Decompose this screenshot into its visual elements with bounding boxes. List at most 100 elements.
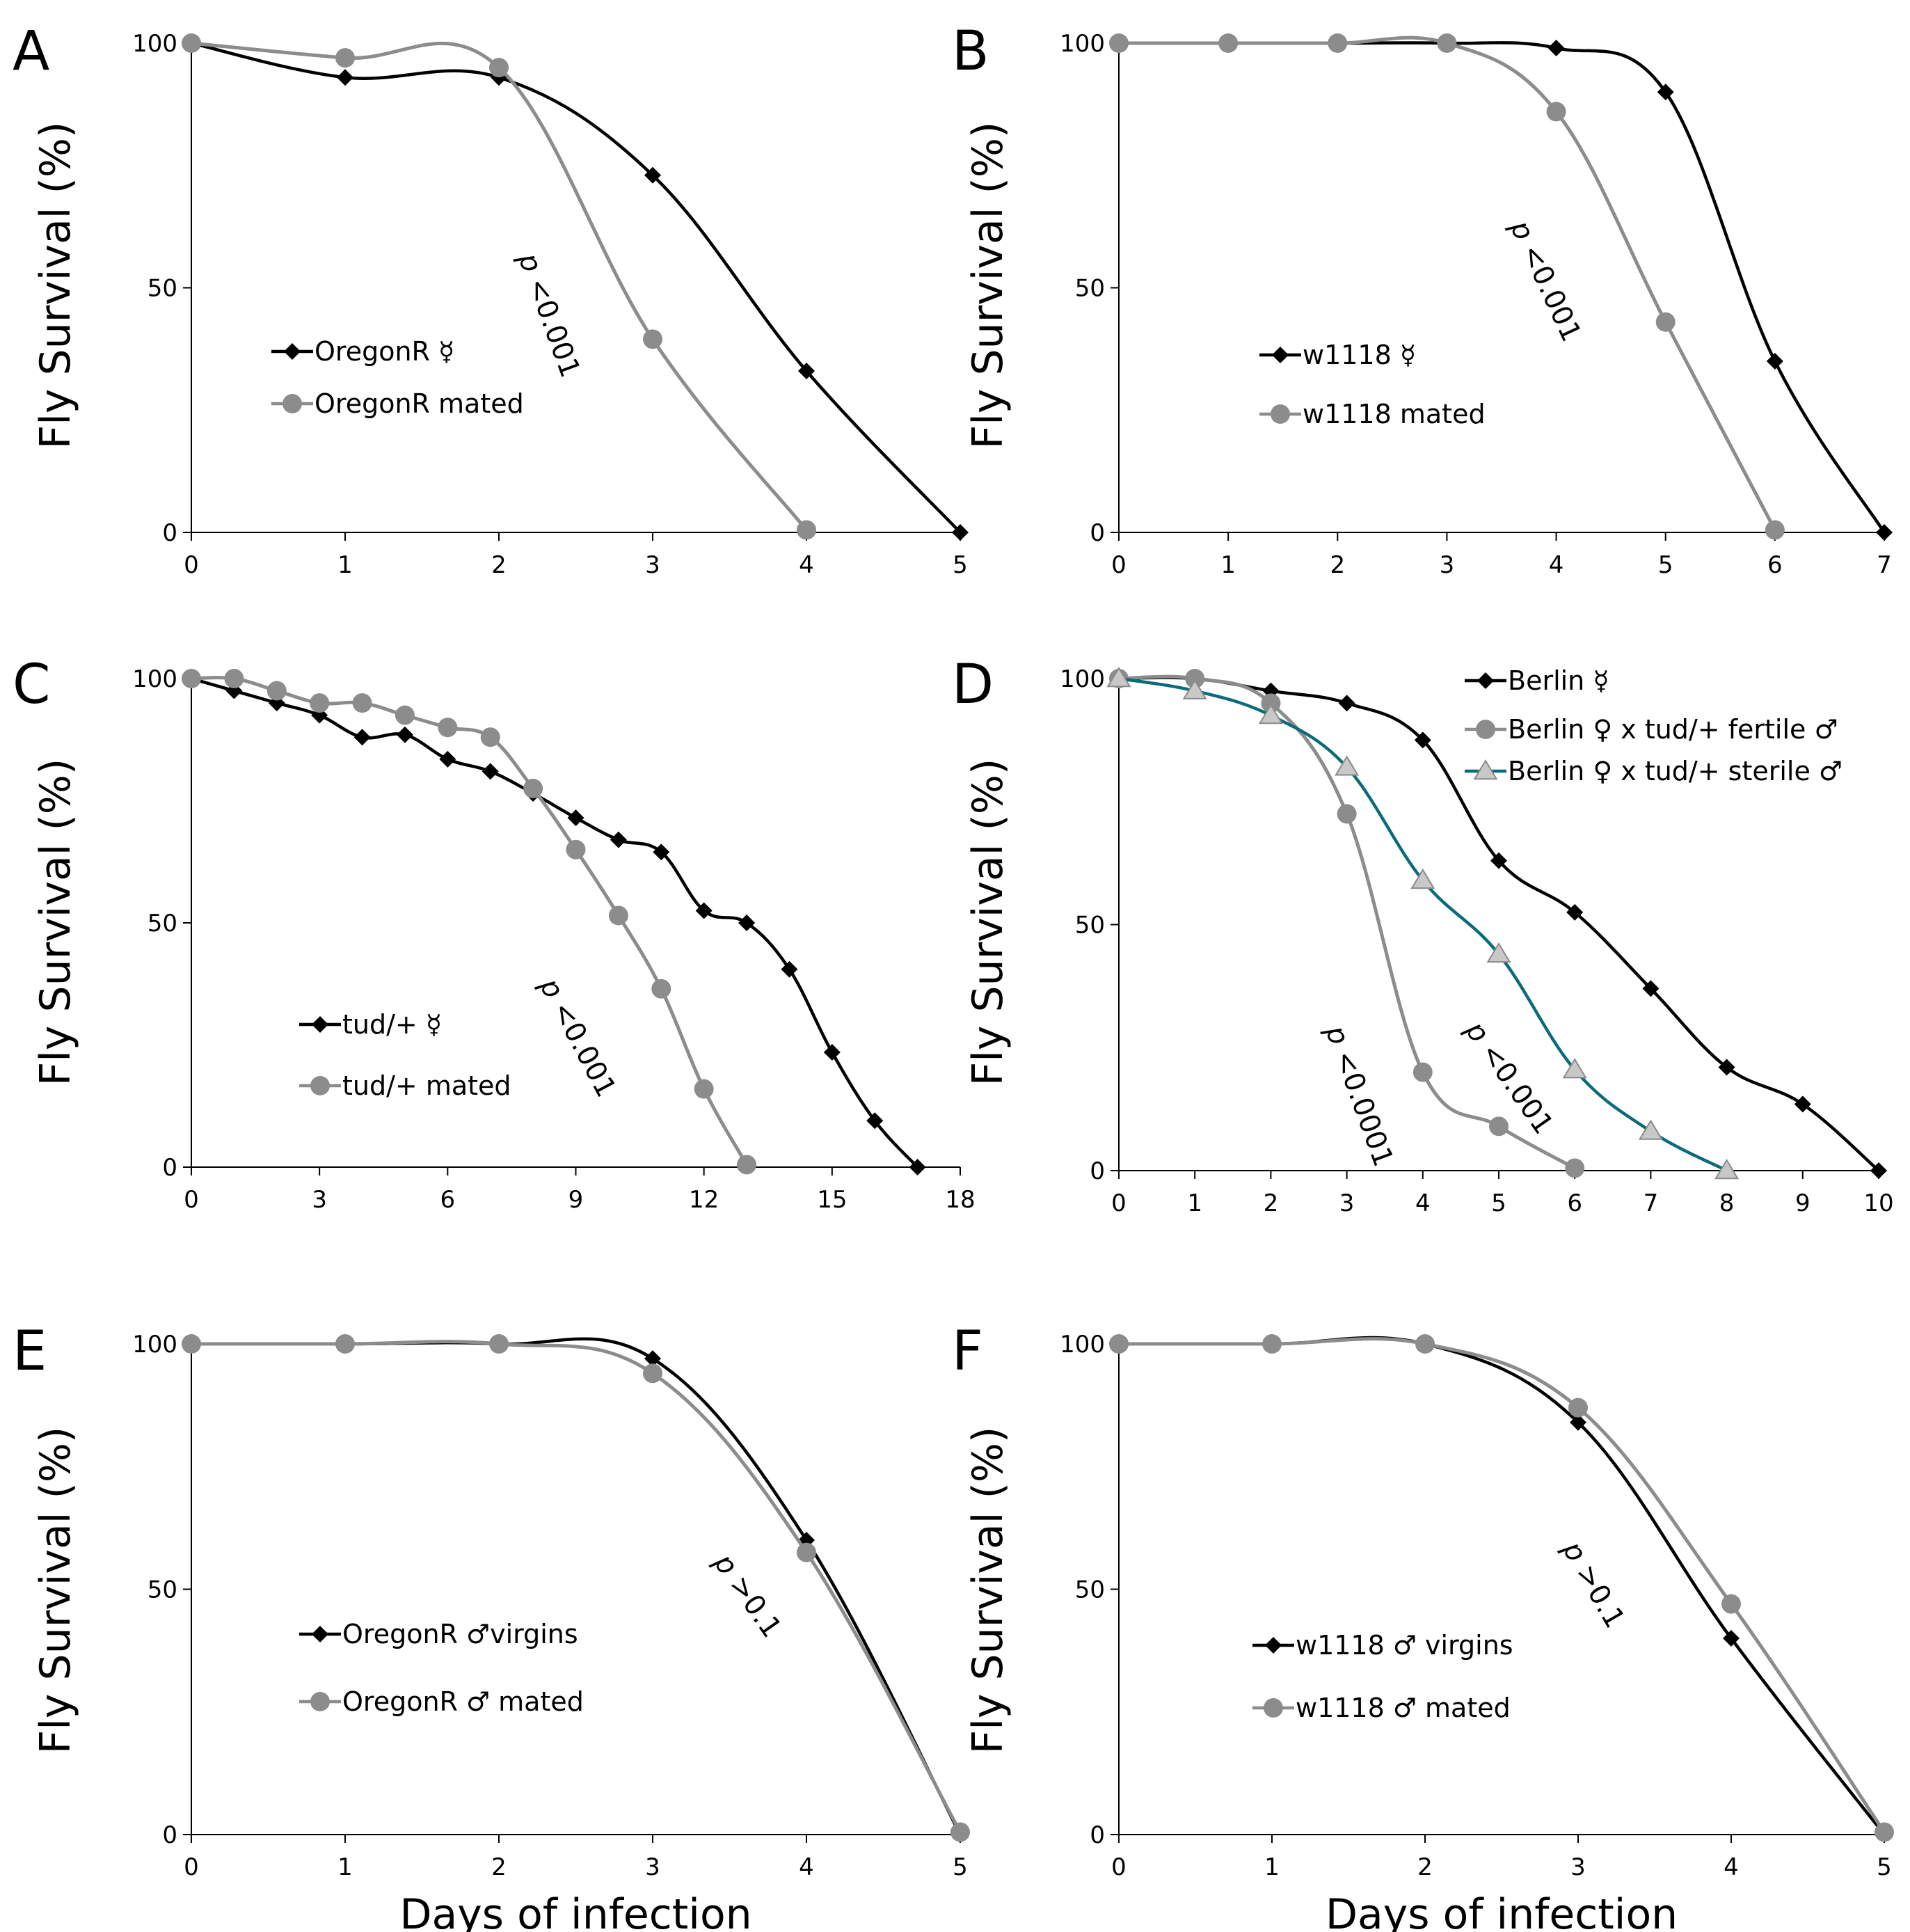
y-axis-label: Fly Survival (%) — [964, 759, 1012, 1086]
x-axis-label: Days of infection — [1326, 1890, 1678, 1932]
data-point — [480, 727, 500, 747]
legend-marker — [1264, 1698, 1283, 1718]
legend-label: w1118 ☿ — [1303, 340, 1416, 370]
data-point — [1490, 852, 1507, 869]
x-tick-label: 0 — [1111, 551, 1127, 579]
p-threshold: >0.1 — [1565, 1551, 1631, 1633]
data-point — [1570, 1414, 1586, 1431]
x-tick-label: 9 — [1795, 1189, 1810, 1217]
p-threshold: <0.0001 — [1325, 1038, 1399, 1171]
data-point — [335, 1334, 355, 1354]
legend-label: OregonR ♂ mated — [342, 1686, 584, 1717]
data-point — [1638, 1119, 1663, 1140]
p-threshold: >0.1 — [717, 1562, 788, 1643]
x-tick-label: 18 — [945, 1186, 975, 1214]
data-point — [337, 69, 353, 86]
data-point — [1875, 1822, 1894, 1842]
x-tick-label: 0 — [1111, 1853, 1127, 1881]
data-point — [353, 729, 371, 746]
y-tick-label: 0 — [1090, 1821, 1105, 1849]
data-point — [823, 1044, 841, 1061]
data-point — [489, 1334, 509, 1354]
data-point — [695, 902, 713, 919]
data-point — [489, 58, 509, 78]
x-tick-label: 2 — [491, 551, 507, 579]
data-point — [523, 778, 543, 798]
data-point — [1714, 1159, 1740, 1180]
x-tick-label: 3 — [1440, 551, 1455, 579]
x-tick-label: 0 — [184, 551, 199, 579]
data-point — [482, 763, 499, 780]
data-point — [610, 831, 627, 848]
data-point — [1109, 33, 1129, 53]
legend-label: Berlin ♀ x tud/+ fertile ♂ — [1508, 714, 1838, 745]
data-point — [798, 363, 815, 380]
data-point — [224, 669, 244, 688]
legend-entry: w1118 ☿ — [1259, 340, 1416, 370]
legend-marker — [1271, 404, 1290, 424]
series-1 — [182, 669, 757, 1175]
x-tick-label: 3 — [1570, 1853, 1586, 1881]
series-line — [191, 41, 808, 532]
legend-marker — [282, 394, 302, 413]
data-point — [1718, 1059, 1735, 1076]
data-point — [608, 905, 628, 926]
x-tick-label: 5 — [1877, 1853, 1892, 1881]
panel-d: D 0 50 100 0 1 2 3 4 5 6 7 8 9 10 Fly Survival (%) Berli… — [952, 654, 1894, 1217]
y-tick-label: 50 — [1075, 1576, 1105, 1604]
x-tick-label: 3 — [312, 1186, 327, 1214]
data-point — [1337, 804, 1357, 824]
x-tick-label: 4 — [1549, 551, 1564, 579]
series-line — [1119, 1336, 1886, 1836]
panel-e: E 0 50 100 0 1 2 3 4 5 Fly Survival (%) Days of inf… — [13, 1320, 970, 1932]
data-point — [1109, 1334, 1129, 1354]
data-point — [1794, 1095, 1811, 1113]
series-line — [1118, 676, 1880, 1172]
x-axis-label: Days of infection — [399, 1890, 751, 1932]
series-2 — [1106, 667, 1740, 1180]
y-tick-label: 0 — [162, 519, 177, 547]
p-value-annotation: p >0.1 — [1556, 1535, 1631, 1633]
legend-entry: tud/+ ☿ — [299, 1009, 442, 1040]
x-tick-label: 7 — [1644, 1189, 1659, 1217]
y-tick-label: 50 — [1075, 912, 1105, 940]
series-line — [191, 676, 749, 1166]
panel-letter: D — [952, 654, 994, 716]
data-point — [1566, 903, 1584, 921]
y-tick-label: 0 — [162, 1821, 177, 1849]
y-tick-label: 100 — [1060, 1331, 1105, 1359]
panel-b: B 0 50 100 0 1 2 3 4 5 6 7 Fly Survival (%) w1118 ☿ w1… — [952, 20, 1893, 579]
legend-marker — [312, 1016, 328, 1033]
data-point — [1106, 667, 1131, 688]
data-point — [1412, 1062, 1433, 1082]
y-axis-label: Fly Survival (%) — [31, 759, 80, 1086]
p-threshold: <0.001 — [1511, 232, 1588, 347]
x-tick-label: 8 — [1719, 1189, 1735, 1217]
data-point — [1547, 40, 1565, 57]
x-tick-label: 0 — [184, 1853, 199, 1881]
data-point — [439, 750, 456, 768]
series-line — [191, 676, 919, 1169]
data-point — [1410, 868, 1435, 889]
y-tick-label: 100 — [132, 665, 177, 693]
x-tick-label: 1 — [1187, 1189, 1202, 1217]
p-value-annotation: p >0.1 — [707, 1548, 788, 1644]
data-point — [1657, 84, 1674, 101]
legend-marker — [310, 1692, 330, 1711]
series-1 — [182, 1334, 970, 1842]
data-point — [1642, 980, 1660, 997]
x-tick-label: 1 — [337, 1853, 353, 1881]
x-tick-label: 1 — [1220, 551, 1236, 579]
panel-letter: E — [13, 1320, 47, 1383]
series-0 — [183, 670, 926, 1175]
data-point — [797, 520, 816, 540]
series-line — [1119, 41, 1886, 534]
legend-entry: Berlin ♀ x tud/+ sterile ♂ — [1465, 756, 1843, 786]
series-0 — [1111, 670, 1887, 1179]
legend-entry: Berlin ☿ — [1465, 665, 1609, 696]
legend-entry: OregonR ☿ — [271, 336, 454, 367]
data-point — [1262, 1334, 1282, 1354]
x-tick-label: 5 — [953, 551, 968, 579]
x-tick-label: 7 — [1877, 551, 1892, 579]
data-point — [335, 48, 355, 68]
